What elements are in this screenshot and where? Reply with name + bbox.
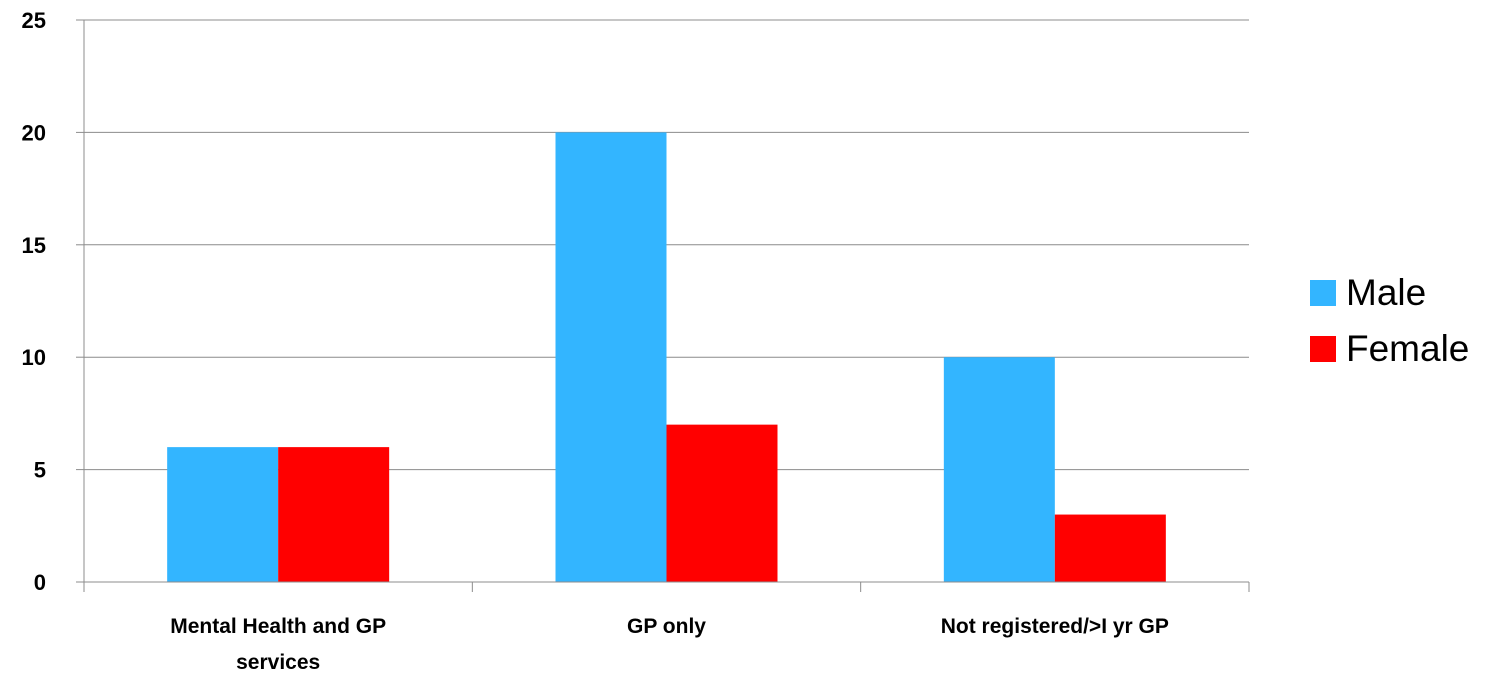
- x-tick-label-0-line-1: services: [236, 651, 320, 674]
- bar-male-1: [555, 132, 667, 582]
- legend-swatch-male: [1310, 280, 1336, 306]
- bar-male-2: [943, 357, 1055, 582]
- x-tick-label-1: GP only: [627, 615, 706, 638]
- y-tick-label-2: 10: [22, 345, 46, 370]
- bar-female-2: [1054, 514, 1166, 582]
- bar-female-1: [666, 424, 778, 582]
- y-tick-label-5: 25: [22, 8, 46, 33]
- x-tick-label-2: Not registered/>I yr GP: [941, 615, 1169, 638]
- y-tick-label-1: 5: [34, 458, 46, 483]
- y-tick-label-3: 15: [22, 233, 46, 258]
- bar-female-0: [278, 447, 390, 582]
- legend-label-female: Female: [1346, 328, 1469, 369]
- legend-label-male: Male: [1346, 272, 1426, 313]
- y-tick-label-0: 0: [34, 570, 46, 595]
- bar-male-0: [167, 447, 279, 582]
- y-tick-label-4: 20: [22, 120, 46, 145]
- legend-swatch-female: [1310, 336, 1336, 362]
- x-tick-label-0-line-0: Mental Health and GP: [170, 615, 386, 638]
